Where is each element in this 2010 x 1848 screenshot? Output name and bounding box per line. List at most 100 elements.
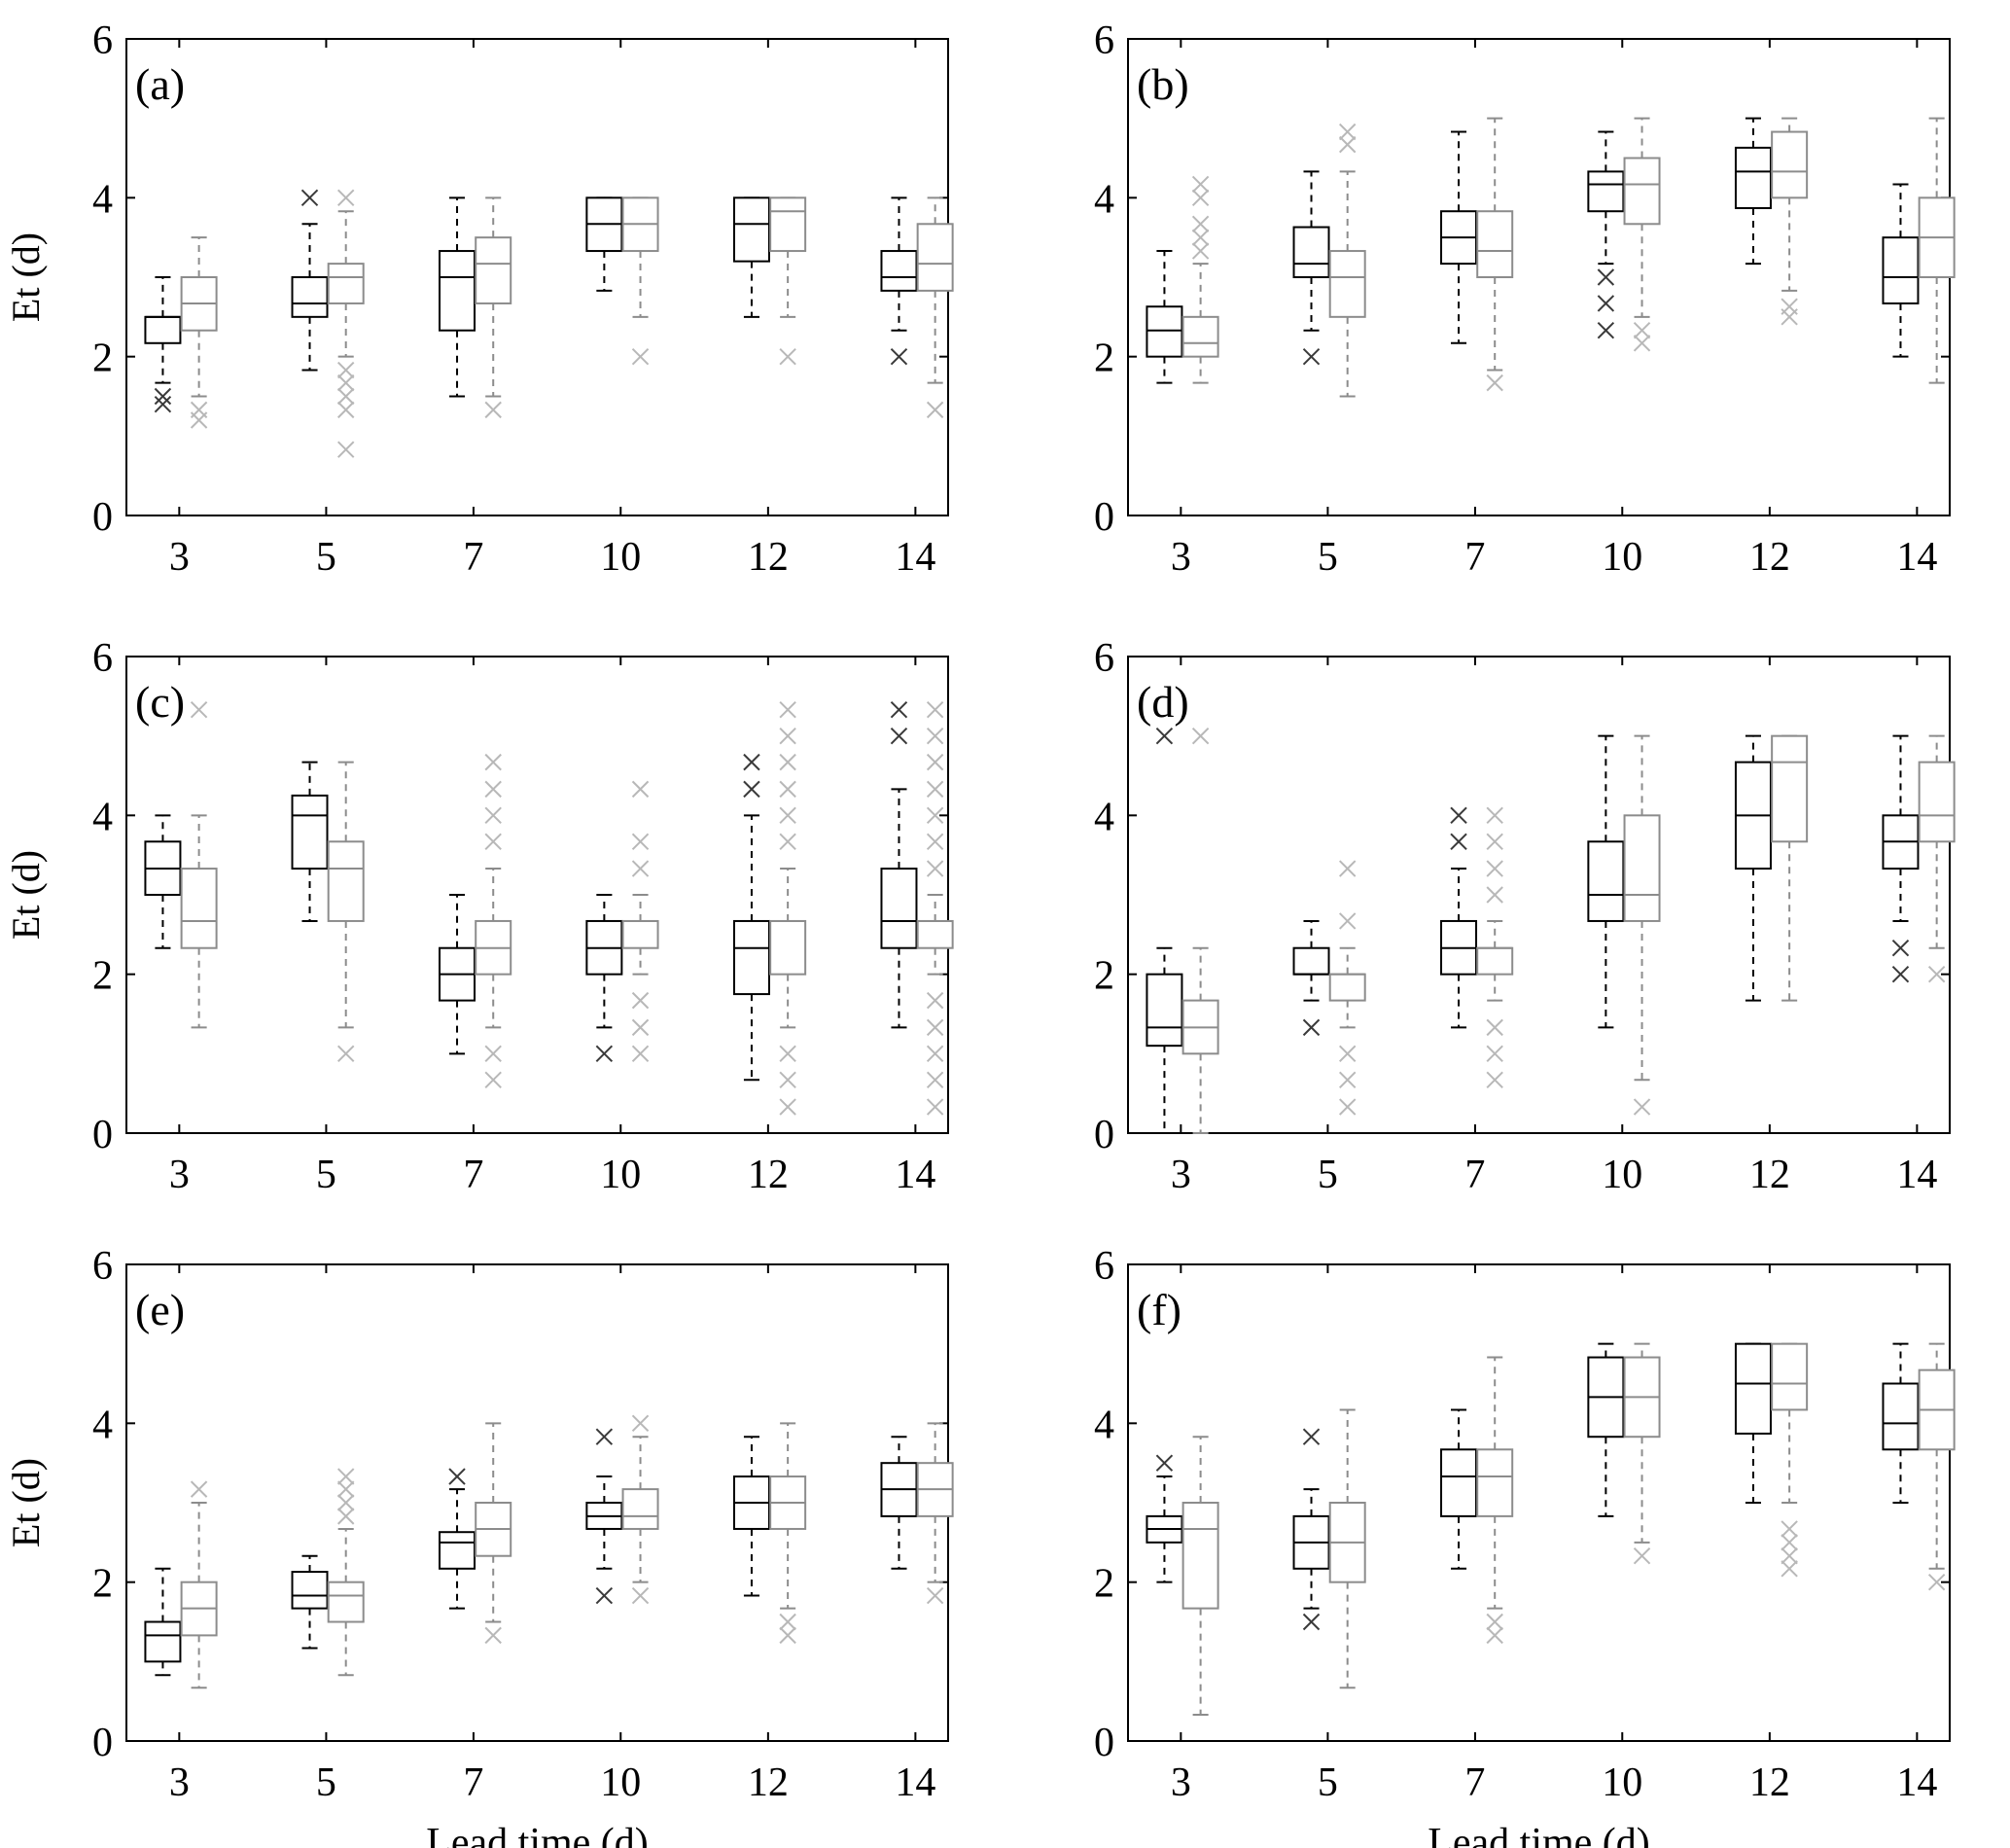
outlier-marker [190,1480,208,1498]
outlier-marker [1486,1071,1503,1088]
outlier-marker [154,395,172,413]
outlier-stroke [779,727,796,745]
outlier-stroke [336,361,355,379]
outlier-stroke [779,833,796,850]
box-black-5 [1292,919,1330,1037]
panel-b: 0 2 4 6 3 5 7 10 12 14 (b) [1094,18,1956,580]
box-gray-7 [1476,117,1514,392]
outlier-stroke [1781,1560,1798,1578]
panel-label: (c) [135,677,185,727]
box-iqr [1292,226,1330,279]
outlier-marker [926,727,944,745]
outlier-stroke [484,401,502,419]
outlier-stroke [926,991,944,1010]
box-gray-14 [1918,734,1956,983]
outlier-stroke [1338,912,1357,930]
outlier-stroke [1191,727,1210,745]
box-black-7 [1440,806,1478,1029]
outlier-stroke [1338,860,1357,877]
outlier-marker [631,1414,650,1433]
outlier-marker [1927,965,1946,983]
outlier-marker [595,1428,614,1445]
outlier-marker [779,1071,796,1088]
outlier-stroke [1302,347,1321,366]
box-iqr [1476,946,1514,976]
x-tick-label: 10 [600,535,641,580]
box-iqr [621,919,659,949]
outlier-stroke [1486,1018,1503,1037]
box-black-12 [1734,734,1772,1002]
box-gray-5 [327,761,365,1063]
outlier-marker [336,1508,355,1525]
outlier-marker [484,780,502,799]
outlier-marker [1191,215,1210,232]
box-black-14 [880,196,918,366]
y-tick-label: 0 [1094,495,1114,540]
box-black-3 [1146,1454,1183,1583]
box-gray-12 [769,196,807,366]
box-iqr [439,1531,476,1570]
outlier-stroke [631,991,650,1010]
outlier-marker [1486,373,1503,392]
outlier-marker [154,387,172,406]
outlier-marker [1486,886,1503,904]
outlier-stroke [743,753,760,771]
outlier-marker [926,1586,944,1605]
box-gray-14 [1918,117,1956,384]
x-tick-label: 7 [463,535,483,580]
box-iqr [1918,761,1956,843]
outlier-stroke [190,411,208,429]
outlier-marker [190,411,208,429]
x-tick-label: 10 [1602,1760,1642,1805]
box-iqr [327,263,365,304]
outlier-marker [1338,123,1357,141]
x-axis-label: Lead time (d) [426,1821,649,1848]
outlier-marker [1633,1547,1651,1565]
outlier-marker [1191,229,1210,246]
outlier-stroke [1191,175,1210,194]
box-iqr [1292,946,1330,976]
x-tick-label: 14 [1896,1760,1937,1805]
panel-label: (d) [1137,677,1189,727]
outlier-marker [336,1045,355,1063]
outlier-marker [336,1494,355,1511]
box-iqr [1771,130,1809,199]
outlier-marker [926,780,944,799]
box-iqr [1440,1448,1478,1517]
outlier-marker [595,1045,614,1063]
y-tick-label: 6 [92,18,113,63]
x-tick-label: 3 [1171,1760,1191,1805]
outlier-stroke [926,1018,944,1037]
outlier-stroke [1597,268,1615,286]
x-tick-label: 3 [169,1153,190,1197]
box-black-12 [732,1436,770,1597]
outlier-stroke [631,780,650,799]
axes-frame [1127,656,1951,1134]
outlier-marker [1302,1613,1321,1631]
x-axis-label: Lead time (d) [1428,1821,1650,1848]
box-gray-14 [1918,1342,1956,1591]
x-tick-label: 3 [169,1760,190,1805]
outlier-marker [926,753,944,771]
outlier-stroke [890,701,908,719]
outlier-stroke [779,806,796,825]
outlier-stroke [890,727,908,745]
x-tick-label: 5 [1318,1153,1338,1197]
outlier-stroke [779,753,796,771]
outlier-stroke [1486,886,1503,904]
outlier-marker [1486,1018,1503,1037]
outlier-stroke [631,1018,650,1037]
box-iqr [621,1488,659,1530]
outlier-marker [484,753,502,771]
outlier-marker [484,1045,502,1063]
outlier-marker [1486,1613,1503,1631]
outlier-marker [336,373,355,392]
outlier-stroke [926,701,944,719]
outlier-stroke [1781,1520,1798,1538]
outlier-stroke [926,401,944,419]
box-iqr [1146,973,1183,1048]
y-tick-label: 4 [92,177,113,222]
y-tick-label: 6 [92,1244,113,1289]
outlier-stroke [336,1468,355,1485]
y-tick-label: 2 [1094,954,1114,999]
